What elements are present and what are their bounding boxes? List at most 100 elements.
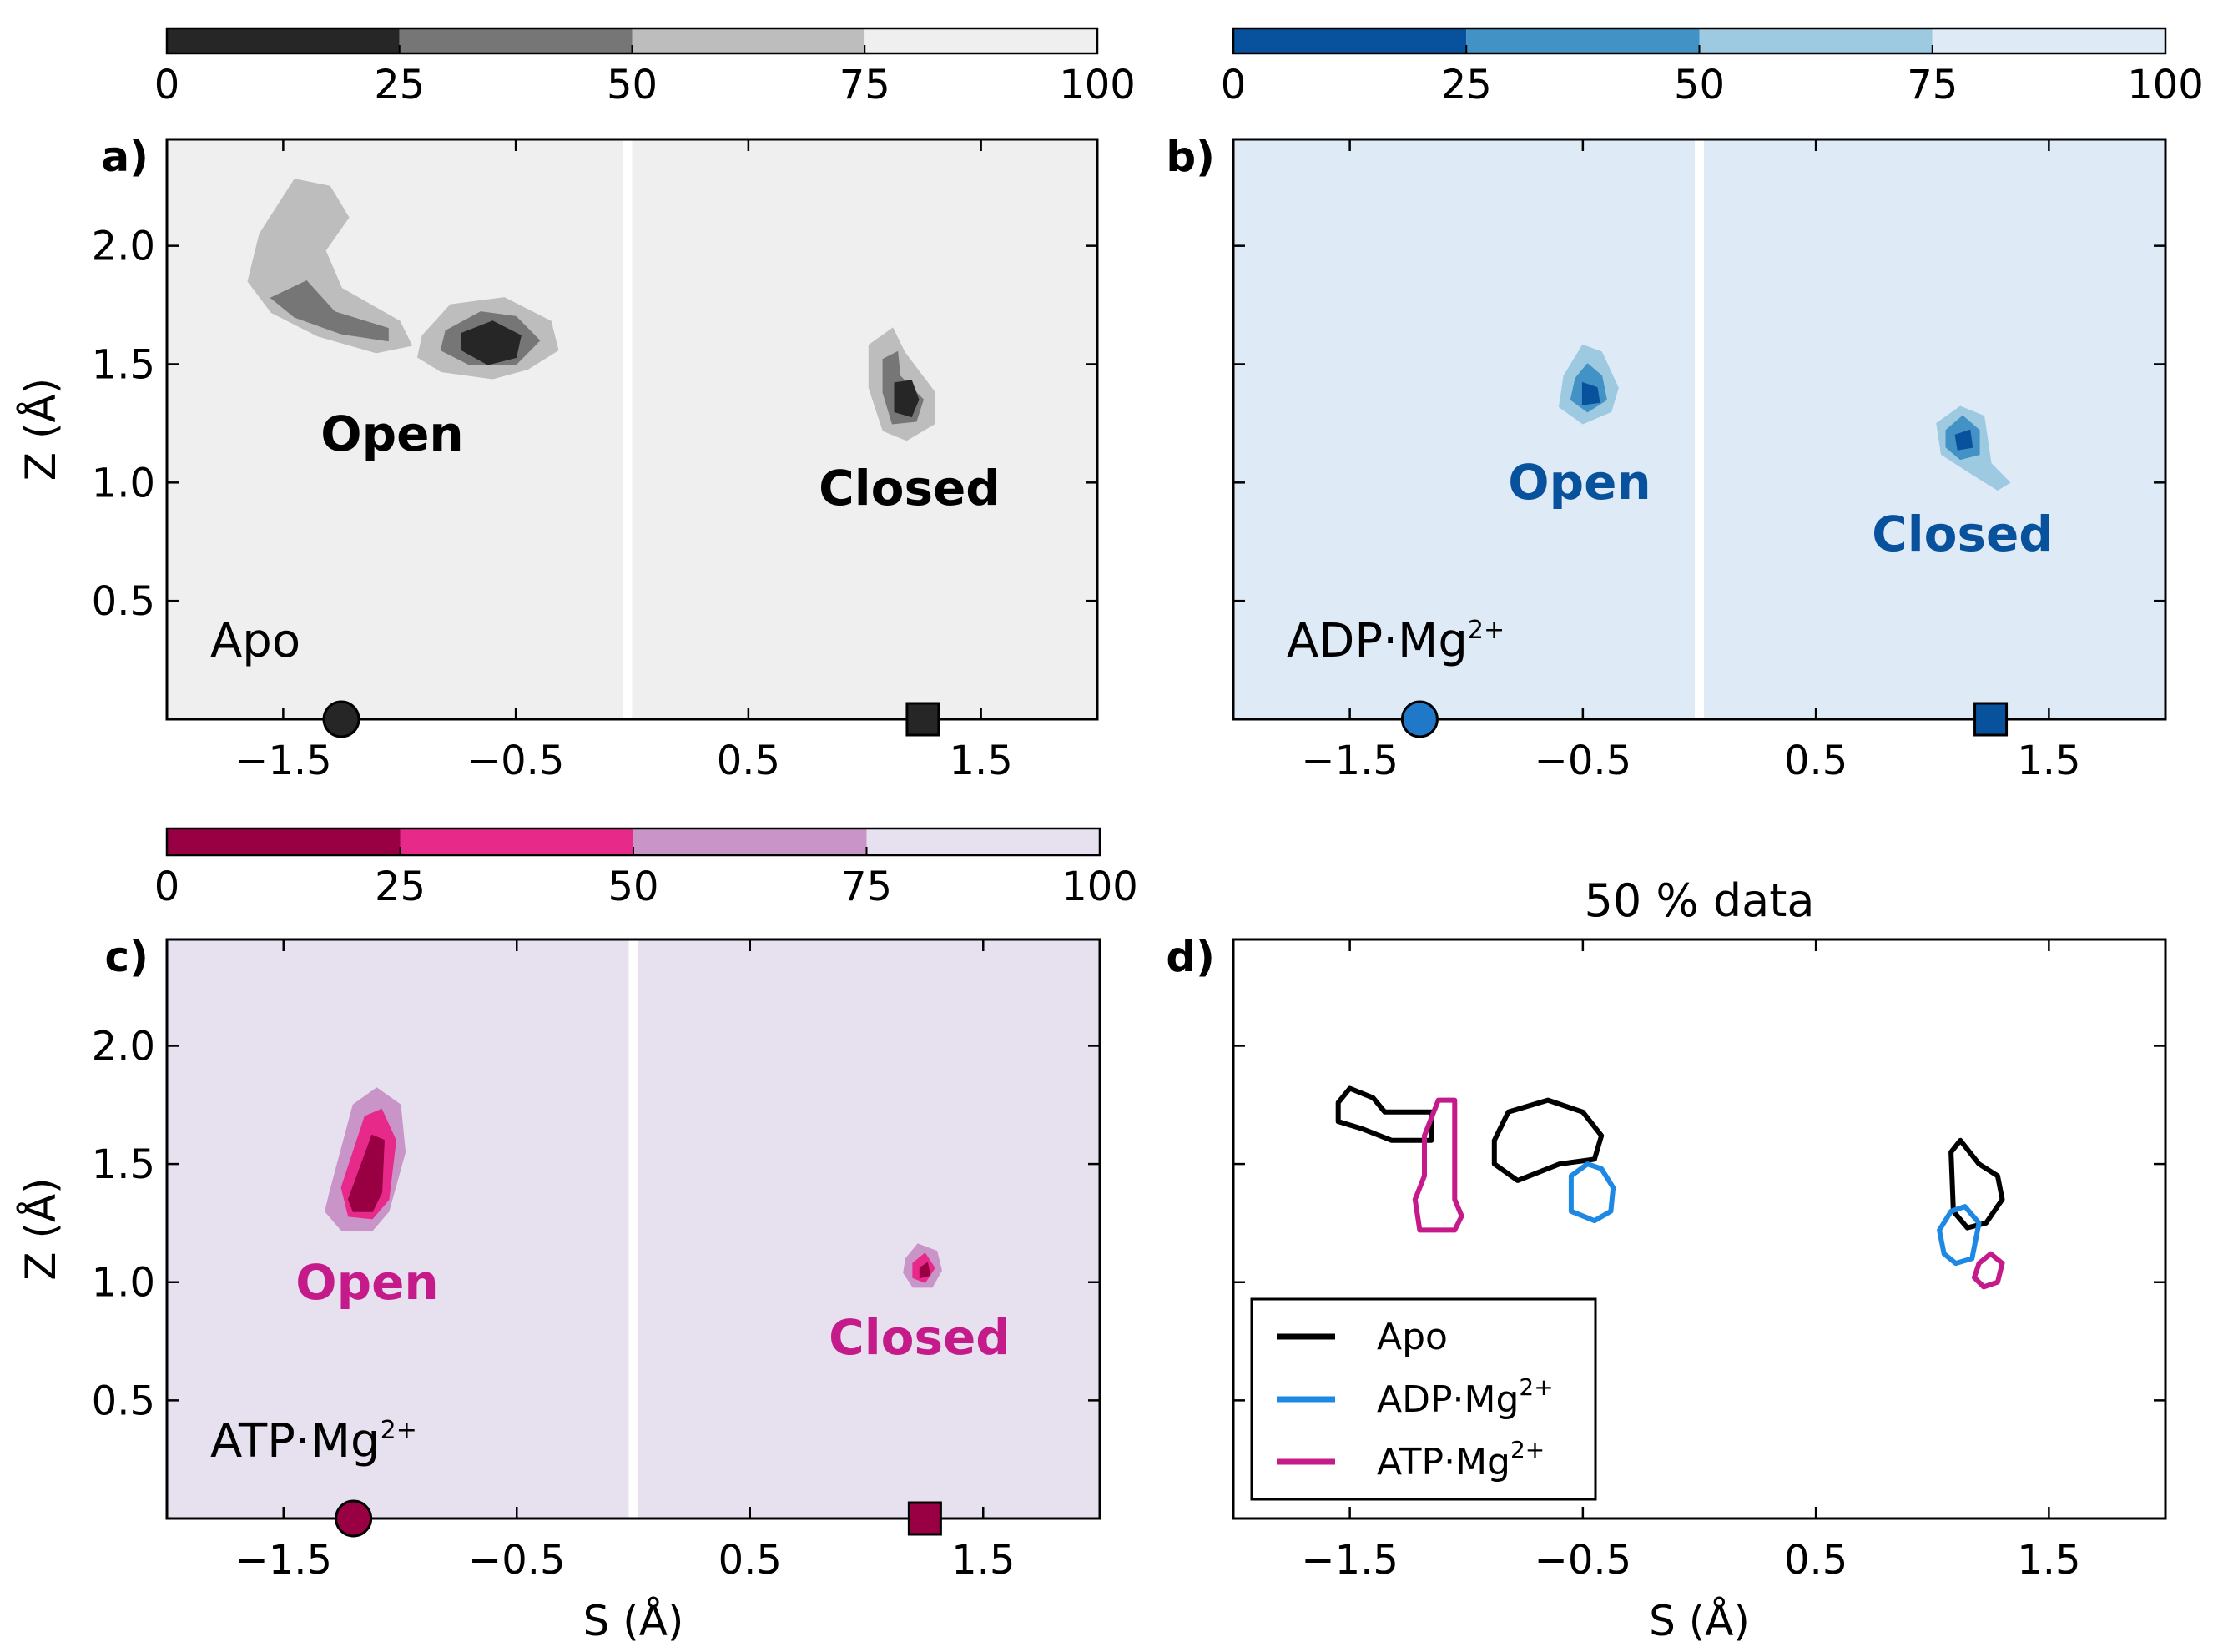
condition-superscript: 2+ [381, 1416, 417, 1445]
legend-entry-name: ATP·Mg [1377, 1441, 1510, 1483]
x-tick-label: −0.5 [1535, 1537, 1632, 1584]
x-tick-label: −1.5 [234, 1537, 332, 1584]
contour-region [894, 380, 920, 418]
x-tick-label: 1.5 [951, 1537, 1015, 1584]
contour-region [461, 320, 522, 365]
x-tick-label: 1.5 [2017, 1537, 2080, 1584]
x-tick-label: 0.5 [717, 738, 780, 784]
panel-a: 0 25 50 75 100 −1.5 −0.5 0.5 1.5 0.5 1.0 1.5 2.0 Z (Å… [17, 27, 1136, 784]
condition-label: ATP·Mg2+ [210, 1414, 417, 1468]
closed-label: Closed [1872, 506, 2054, 562]
contour-region [1581, 381, 1600, 405]
condition-superscript: 2+ [1468, 616, 1505, 645]
condition-name: ATP·Mg [210, 1414, 381, 1468]
open-label: Open [320, 405, 463, 462]
x-tick-label: 0.5 [1784, 1537, 1847, 1584]
open-marker [335, 1499, 373, 1538]
colorbar-segment [167, 829, 401, 855]
legend-entry: Apo [1377, 1316, 1448, 1358]
colorbar-tick-label: 100 [1061, 864, 1138, 910]
panel-letter: a) [101, 133, 149, 181]
colorbar-segment [864, 28, 1097, 53]
plot-frame [1232, 938, 2167, 1520]
panel-letter: d) [1166, 933, 1215, 981]
y-tick-label: 0.5 [92, 578, 155, 625]
contour-region [270, 280, 389, 342]
legend-entry: ADP·Mg2+ [1377, 1373, 1554, 1421]
open-label: Open [295, 1254, 438, 1311]
x-tick-label: −0.5 [467, 738, 565, 784]
outline-apo [1335, 1085, 1434, 1143]
colorbar-segment [167, 28, 400, 53]
condition-label: ADP·Mg2+ [1287, 614, 1505, 668]
x-tick-label: 1.5 [2017, 738, 2080, 784]
x-axis-label: S (Å) [583, 1597, 684, 1645]
panel-letter: c) [105, 933, 149, 981]
panel-c: 0 25 50 75 100 −1.5 −0.5 0.5 1.5 0.5 1.0 1.5 2.0 Z (Å… [17, 827, 1138, 1645]
plot-frame [165, 938, 1101, 1520]
x-tick-label: −1.5 [1301, 738, 1399, 784]
y-tick-label: 1.5 [92, 1141, 155, 1188]
colorbar-segment [1466, 28, 1700, 53]
x-tick-label: 1.5 [949, 738, 1012, 784]
y-tick-label: 2.0 [92, 1023, 155, 1070]
colorbar-tick-label: 75 [1907, 62, 1958, 108]
colorbar-segment [1699, 28, 1933, 53]
colorbar-tick-label: 25 [375, 864, 426, 910]
plot-frame [1232, 138, 2167, 721]
x-tick-label: 0.5 [718, 1537, 782, 1584]
legend-entry-name: Apo [1377, 1316, 1448, 1358]
panel-title: 50 % data [1585, 874, 1815, 927]
colorbar-tick-label: 0 [154, 62, 180, 108]
colorbar-tick-label: 50 [607, 62, 658, 108]
x-tick-label: −0.5 [468, 1537, 566, 1584]
y-tick-label: 1.0 [92, 1260, 155, 1307]
panel-letter: b) [1166, 133, 1215, 181]
colorbar-segment [400, 829, 633, 855]
legend-entry-name: ADP·Mg [1377, 1378, 1519, 1421]
legend-entry-superscript: 2+ [1519, 1373, 1553, 1401]
contour-region [1954, 429, 1973, 451]
x-axis-label: S (Å) [1649, 1597, 1750, 1645]
y-tick-label: 1.5 [92, 341, 155, 388]
colorbar-tick-label: 75 [839, 62, 890, 108]
contour-region [919, 1262, 931, 1279]
open-label: Open [1508, 454, 1651, 511]
colorbar-segment [633, 829, 867, 855]
outline-atpmg [1412, 1097, 1464, 1233]
plot-frame [165, 138, 1099, 721]
closed-label: Closed [829, 1309, 1011, 1366]
panel-b: 0 25 50 75 100 −1.5 −0.5 0.5 1.5 b) Open Closed ADP·… [1166, 27, 2204, 784]
colorbar-segment [1233, 28, 1467, 53]
colorbar-tick-label: 100 [1059, 62, 1136, 108]
outline-atpmg [1972, 1251, 2005, 1290]
closed-marker [1973, 702, 2009, 737]
contour-region [347, 1134, 385, 1212]
y-tick-label: 2.0 [92, 224, 155, 270]
colorbar-tick-label: 50 [607, 864, 658, 910]
x-tick-label: 0.5 [1784, 738, 1847, 784]
colorbar-tick-label: 0 [1221, 62, 1247, 108]
panel-d: −1.5 −0.5 0.5 1.5 S (Å) d) 50 % data Apo ADP·Mg2… [1166, 874, 2167, 1645]
colorbar-tick-label: 100 [2127, 62, 2204, 108]
outline-apo [1491, 1097, 1605, 1183]
condition-label: Apo [210, 614, 300, 668]
colorbar-segment [1932, 28, 2165, 53]
colorbar-tick-label: 75 [841, 864, 892, 910]
open-marker [322, 700, 360, 738]
x-tick-label: −0.5 [1535, 738, 1632, 784]
y-tick-label: 0.5 [92, 1378, 155, 1424]
colorbar-segment [866, 829, 1100, 855]
condition-name: Apo [210, 614, 300, 668]
x-tick-label: −1.5 [234, 738, 332, 784]
closed-label: Closed [819, 460, 1001, 516]
colorbar-tick-label: 25 [1441, 62, 1492, 108]
outline-apo [1948, 1137, 2005, 1231]
x-tick-label: −1.5 [1301, 1537, 1399, 1584]
outline-adpmg [1568, 1161, 1616, 1224]
y-axis-label: Z (Å) [17, 378, 65, 481]
outline-adpmg [1937, 1204, 1982, 1267]
colorbar-tick-label: 50 [1674, 62, 1725, 108]
closed-marker [907, 1501, 942, 1536]
